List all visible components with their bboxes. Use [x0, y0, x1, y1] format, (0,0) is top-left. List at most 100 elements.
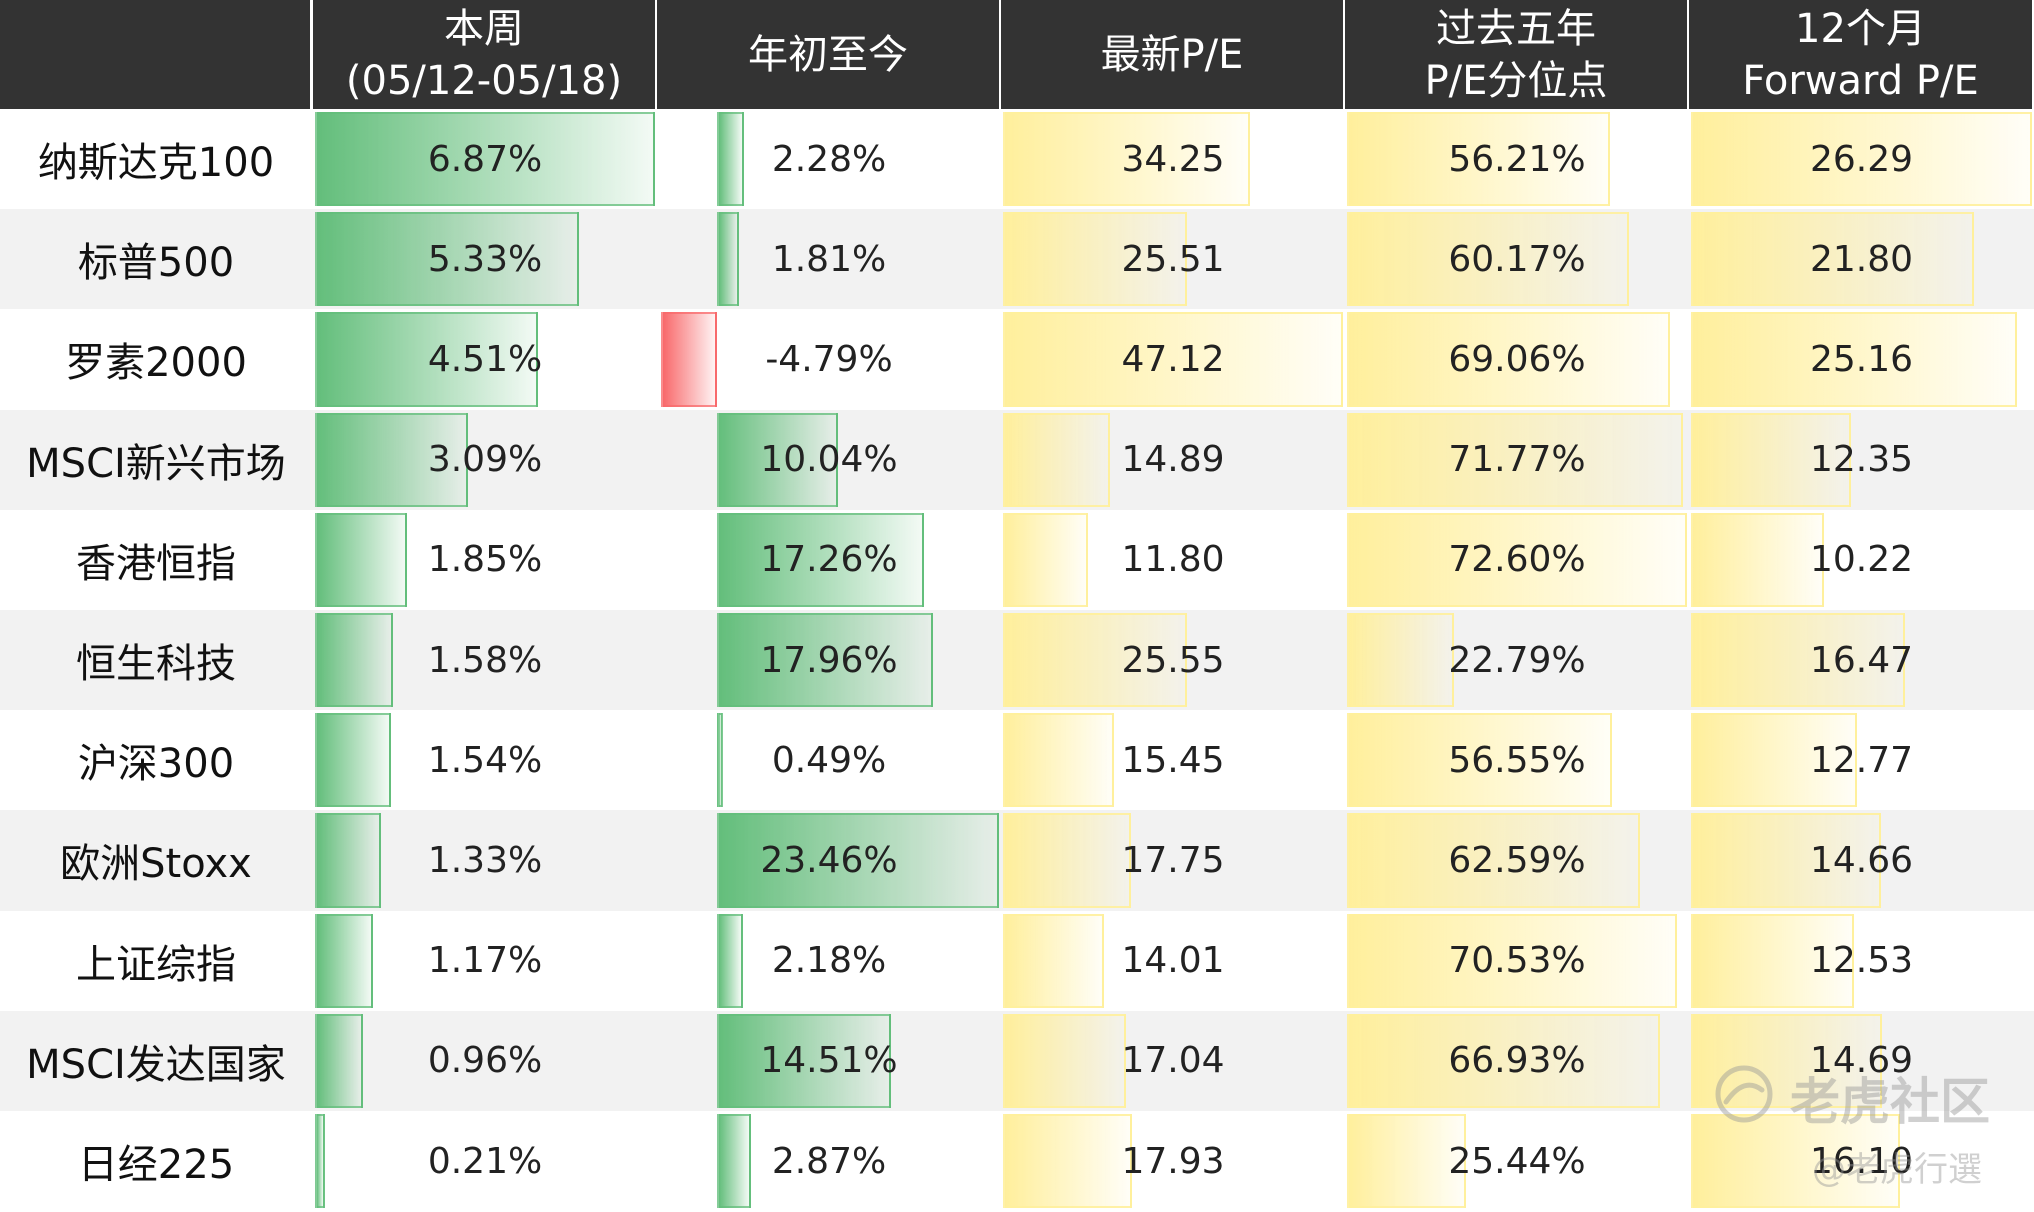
- data-value-pe: 17.04: [1121, 1040, 1225, 1082]
- data-value-pct5y: 22.79%: [1448, 639, 1586, 681]
- data-bar-pct5y: [1347, 412, 1684, 507]
- data-bar-pct5y: [1347, 813, 1641, 908]
- column-header-line: 12个月: [1795, 5, 1926, 52]
- data-value-fpe: 16.10: [1809, 1140, 1914, 1182]
- row-label: 纳斯达克100: [37, 140, 275, 187]
- data-value-ytd: 2.28%: [771, 138, 887, 180]
- data-bar-pct5y: [1347, 1013, 1661, 1108]
- column-header-fpe: 12个月 Forward P/E: [1689, 0, 2034, 109]
- data-value-pct5y: 66.93%: [1448, 1040, 1586, 1082]
- data-bar-week: [315, 512, 407, 607]
- data-value-fpe: 12.77: [1809, 739, 1914, 781]
- data-value-week: 3.09%: [427, 439, 543, 481]
- data-value-ytd: 17.26%: [760, 539, 898, 581]
- data-value-pe: 17.93: [1121, 1140, 1225, 1182]
- data-bar-ytd: [717, 913, 744, 1008]
- data-value-pct5y: 60.17%: [1448, 238, 1586, 280]
- row-label: 香港恒指: [76, 540, 236, 587]
- data-value-pe: 14.01: [1121, 940, 1225, 982]
- data-bar-ytd: [717, 212, 739, 307]
- data-bar-fpe: [1691, 1114, 1900, 1209]
- data-bar-week: [315, 713, 392, 808]
- data-value-ytd: 0.49%: [771, 739, 887, 781]
- data-bar-fpe: [1691, 813, 1882, 908]
- tiger-community-logo-icon: [1715, 1065, 1773, 1123]
- data-bar-fpe: [1691, 212, 1974, 307]
- data-bar-ytd: [717, 112, 745, 207]
- data-bar-week: [315, 613, 394, 708]
- data-bar-week: [315, 913, 373, 1008]
- header-corner: [0, 0, 312, 109]
- data-bar-ytd: [717, 1114, 752, 1209]
- data-value-week: 1.33%: [427, 839, 543, 881]
- column-header-line: (05/12-05/18): [345, 57, 623, 104]
- data-value-week: 0.21%: [427, 1140, 543, 1182]
- data-bar-pe: [1003, 713, 1115, 808]
- data-bar-pct5y: [1347, 713, 1612, 808]
- data-value-ytd: 23.46%: [760, 839, 898, 881]
- data-value-ytd: 2.18%: [771, 940, 887, 982]
- data-bar-pct5y: [1347, 1114, 1467, 1209]
- column-header-line: 过去五年: [1436, 5, 1596, 52]
- row-label: 欧洲Stoxx: [60, 841, 252, 888]
- column-header-pct5y: 过去五年 P/E分位点: [1345, 0, 1689, 109]
- column-header-line: 本周: [444, 5, 524, 52]
- data-bar-fpe: [1691, 512, 1824, 607]
- data-value-pct5y: 70.53%: [1448, 940, 1586, 982]
- data-value-fpe: 16.47: [1809, 639, 1914, 681]
- data-value-week: 0.96%: [427, 1040, 543, 1082]
- data-bar-ytd: [661, 312, 717, 407]
- data-value-pe: 34.25: [1121, 138, 1225, 180]
- data-value-week: 4.51%: [427, 338, 543, 380]
- data-value-week: 1.85%: [427, 539, 543, 581]
- data-value-ytd: 1.81%: [771, 238, 887, 280]
- data-bar-fpe: [1691, 112, 2032, 207]
- data-bar-week: [315, 1013, 363, 1108]
- column-header-line: Forward P/E: [1742, 57, 1979, 104]
- data-value-week: 5.33%: [427, 238, 543, 280]
- data-value-pe: 14.89: [1121, 439, 1225, 481]
- data-bar-fpe: [1691, 913, 1854, 1008]
- column-header-line: P/E分位点: [1424, 57, 1608, 104]
- data-value-pe: 17.75: [1121, 839, 1225, 881]
- data-value-pct5y: 56.21%: [1448, 138, 1586, 180]
- data-bar-pe: [1003, 412, 1111, 507]
- data-bar-week: [315, 1114, 326, 1209]
- data-bar-pct5y: [1347, 212, 1629, 307]
- data-bar-pe: [1003, 1013, 1126, 1108]
- data-value-pe: 11.80: [1121, 539, 1225, 581]
- data-value-week: 6.87%: [427, 138, 543, 180]
- column-header-line: 最新P/E: [1100, 31, 1244, 78]
- data-value-pe: 15.45: [1121, 739, 1225, 781]
- data-value-pct5y: 56.55%: [1448, 739, 1586, 781]
- data-bar-pct5y: [1347, 112, 1611, 207]
- data-value-pct5y: 71.77%: [1448, 439, 1586, 481]
- data-value-fpe: 21.80: [1809, 238, 1914, 280]
- data-bar-fpe: [1691, 412, 1852, 507]
- data-value-ytd: 2.87%: [771, 1140, 887, 1182]
- data-bar-ytd: [717, 512, 925, 607]
- data-bar-pe: [1003, 613, 1188, 708]
- data-bar-week: [315, 112, 655, 207]
- data-value-pct5y: 62.59%: [1448, 839, 1586, 881]
- data-bar-ytd: [717, 412, 838, 507]
- data-bar-ytd: [717, 713, 723, 808]
- row-label: 标普500: [77, 240, 235, 287]
- data-bar-pe: [1003, 312, 1343, 407]
- data-value-pe: 25.55: [1121, 639, 1225, 681]
- data-value-fpe: 25.16: [1809, 338, 1914, 380]
- row-label: MSCI新兴市场: [26, 440, 286, 487]
- data-value-pct5y: 69.06%: [1448, 338, 1586, 380]
- data-bar-pct5y: [1347, 512, 1687, 607]
- data-bar-pct5y: [1347, 613, 1454, 708]
- data-bar-week: [315, 312, 539, 407]
- column-header-pe: 最新P/E: [1001, 0, 1345, 109]
- data-value-fpe: 12.53: [1809, 940, 1914, 982]
- data-bar-pe: [1003, 913, 1105, 1008]
- data-value-ytd: -4.79%: [765, 338, 893, 380]
- data-value-pe: 25.51: [1121, 238, 1225, 280]
- data-bar-fpe: [1691, 713, 1857, 808]
- data-bar-week: [315, 212, 579, 307]
- data-value-fpe: 12.35: [1809, 439, 1914, 481]
